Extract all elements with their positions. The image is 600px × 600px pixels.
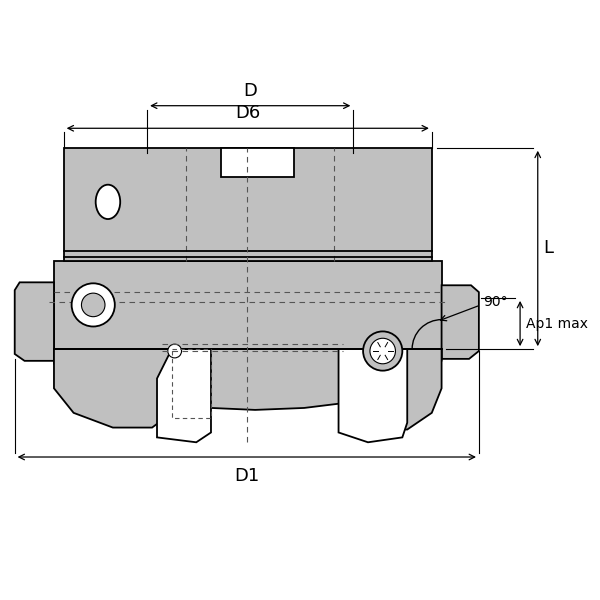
Polygon shape bbox=[442, 285, 479, 359]
Text: D6: D6 bbox=[235, 104, 260, 122]
Text: Ap1 max: Ap1 max bbox=[526, 317, 588, 331]
Polygon shape bbox=[343, 349, 442, 430]
Text: 90°: 90° bbox=[483, 295, 508, 309]
Circle shape bbox=[71, 283, 115, 326]
Circle shape bbox=[363, 331, 403, 371]
Polygon shape bbox=[15, 283, 54, 361]
Bar bbox=[54, 261, 442, 349]
Ellipse shape bbox=[95, 185, 120, 219]
Text: D1: D1 bbox=[234, 467, 259, 485]
Bar bbox=[221, 148, 295, 178]
Circle shape bbox=[370, 338, 395, 364]
Polygon shape bbox=[54, 349, 172, 428]
Text: L: L bbox=[544, 239, 554, 257]
Polygon shape bbox=[54, 349, 442, 410]
Circle shape bbox=[168, 344, 182, 358]
Text: D: D bbox=[243, 82, 257, 100]
Polygon shape bbox=[157, 349, 211, 442]
Bar bbox=[64, 148, 432, 261]
Polygon shape bbox=[338, 349, 407, 442]
Circle shape bbox=[82, 293, 105, 317]
